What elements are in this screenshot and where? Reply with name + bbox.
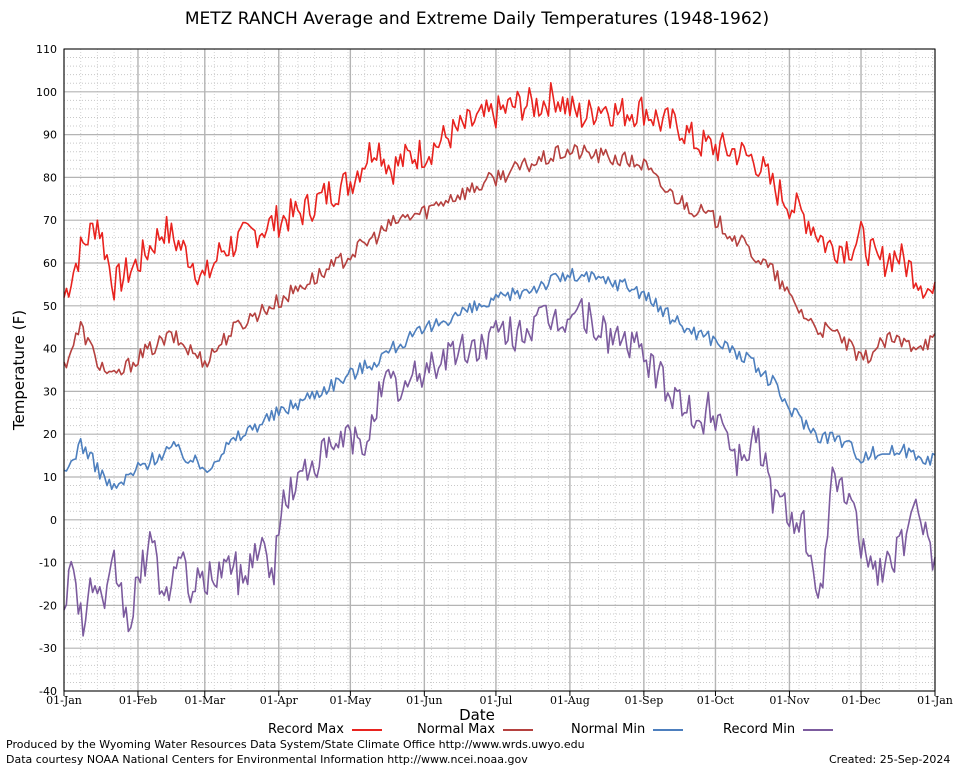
x-axis-label: Date bbox=[459, 706, 495, 724]
legend-label-normal-max: Normal Max bbox=[417, 722, 496, 737]
y-tick-label: 40 bbox=[43, 343, 57, 356]
x-tick-label: 01-Aug bbox=[550, 694, 590, 707]
y-tick-label: 80 bbox=[43, 171, 57, 184]
series-layer bbox=[63, 82, 936, 637]
x-tick-label: 01-Dec bbox=[841, 694, 880, 707]
legend: Record Max Normal Max Normal Min Record … bbox=[0, 722, 954, 738]
y-tick-label: 20 bbox=[43, 428, 57, 441]
major-grid bbox=[63, 48, 936, 692]
series-line-record-min bbox=[63, 297, 936, 637]
y-tick-label: 110 bbox=[36, 43, 57, 56]
x-tick-label: 01-Sep bbox=[624, 694, 663, 707]
legend-label-record-max: Record Max bbox=[268, 722, 344, 737]
series-line-record-max bbox=[63, 82, 936, 301]
x-tick-label: 01-Feb bbox=[119, 694, 157, 707]
y-tick-label: 90 bbox=[43, 129, 57, 142]
y-tick-label: 50 bbox=[43, 300, 57, 313]
y-tick-label: 60 bbox=[43, 257, 57, 270]
y-tick-label: 0 bbox=[50, 514, 57, 527]
tick-layer: -40 -30 -20 -10 0 10 20 30 40 50 60 70 80 90 100 110 01-… bbox=[36, 43, 953, 707]
x-tick-label: 01-May bbox=[329, 694, 372, 707]
footer-created-date: Created: 25-Sep-2024 bbox=[829, 753, 951, 766]
legend-item-normal-min: Normal Min bbox=[571, 722, 684, 737]
series-line-normal-max bbox=[63, 144, 936, 376]
legend-item-record-max: Record Max bbox=[268, 722, 382, 737]
y-tick-label: 70 bbox=[43, 214, 57, 227]
y-tick-label: -20 bbox=[39, 599, 57, 612]
x-tick-label: 01-Nov bbox=[769, 694, 810, 707]
legend-swatch-normal-max bbox=[503, 728, 534, 731]
footer-produced-by: Produced by the Wyoming Water Resources … bbox=[6, 738, 585, 751]
legend-item-normal-max: Normal Max bbox=[417, 722, 534, 737]
y-tick-label: -10 bbox=[39, 557, 57, 570]
x-tick-label: 01-Jul bbox=[480, 694, 513, 707]
y-tick-label: -30 bbox=[39, 642, 57, 655]
chart-title: METZ RANCH Average and Extreme Daily Tem… bbox=[184, 9, 770, 29]
legend-label-record-min: Record Min bbox=[723, 722, 796, 737]
y-tick-label: -40 bbox=[39, 685, 57, 698]
footer-data-courtesy: Data courtesy NOAA National Centers for … bbox=[6, 753, 528, 766]
y-tick-label: 30 bbox=[43, 385, 57, 398]
minor-grid bbox=[63, 49, 935, 691]
x-tick-label: 01-Jun bbox=[406, 694, 442, 707]
legend-swatch-record-min bbox=[803, 728, 834, 731]
legend-swatch-record-max bbox=[351, 728, 382, 731]
legend-label-normal-min: Normal Min bbox=[571, 722, 646, 737]
x-tick-label: 01-Apr bbox=[260, 694, 299, 707]
legend-item-record-min: Record Min bbox=[723, 722, 834, 737]
y-tick-label: 100 bbox=[36, 86, 57, 99]
x-tick-label: 01-Jan bbox=[46, 694, 82, 707]
series-line-normal-min bbox=[63, 267, 936, 491]
y-tick-label: 10 bbox=[43, 471, 57, 484]
x-tick-label: 01-Jan bbox=[917, 694, 953, 707]
legend-swatch-normal-min bbox=[653, 728, 684, 731]
plot-frame bbox=[63, 48, 936, 692]
x-tick-label: 01-Mar bbox=[184, 694, 226, 707]
x-tick-label: 01-Oct bbox=[697, 694, 735, 707]
